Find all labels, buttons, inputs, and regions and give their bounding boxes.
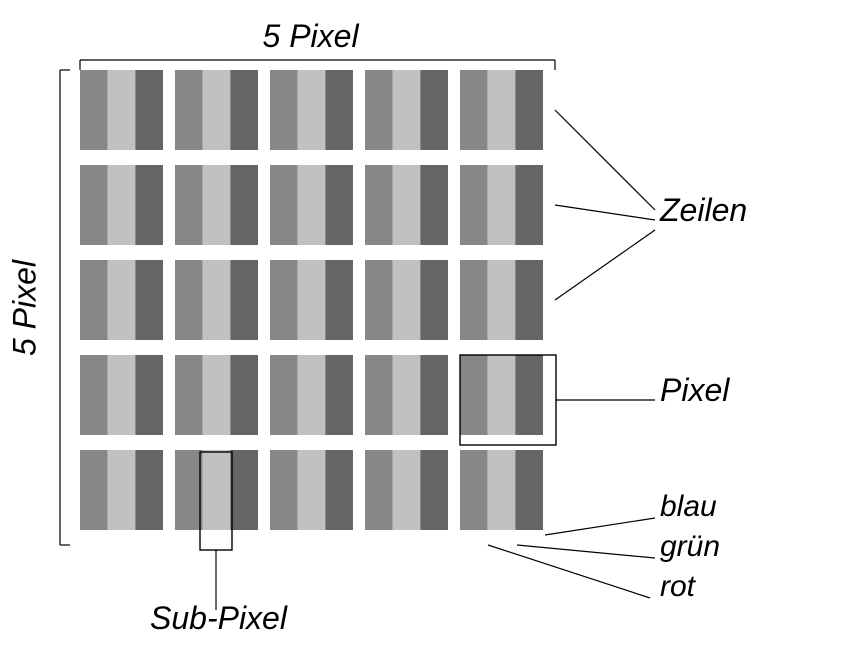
annotation-rot: rot: [660, 570, 695, 604]
annotation-pixel: Pixel: [660, 372, 729, 409]
annotation-zeilen: Zeilen: [660, 192, 747, 229]
pixel-grid-diagram: [0, 0, 852, 663]
dimension-label-top: 5 Pixel: [263, 18, 359, 55]
annotation-blau: blau: [660, 490, 717, 524]
annotation-gruen: grün: [660, 530, 720, 564]
dimension-label-left: 5 Pixel: [7, 259, 44, 355]
annotation-subpixel: Sub-Pixel: [150, 600, 287, 637]
